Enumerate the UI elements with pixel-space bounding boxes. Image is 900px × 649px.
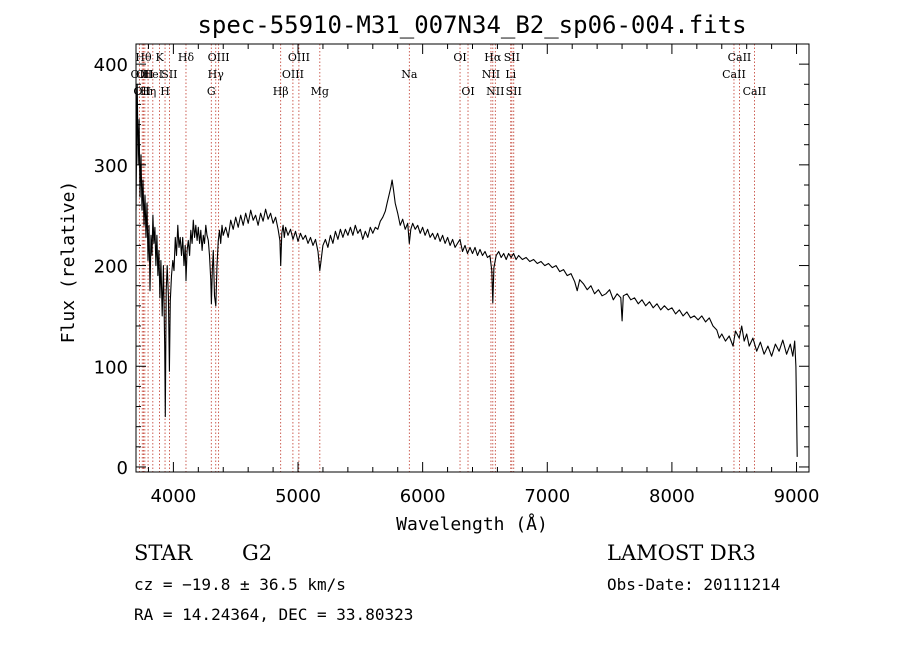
line-label-7: H	[160, 85, 170, 98]
x-tick-label-8000: 8000	[649, 486, 695, 507]
line-label-16: Mg	[311, 85, 329, 98]
y-tick-label-0: 0	[117, 458, 128, 479]
line-label-2: Hθ	[135, 51, 152, 64]
line-label-27: CaII	[728, 51, 752, 64]
line-label-10: G	[207, 85, 216, 98]
survey-label: LAMOST DR3	[607, 541, 756, 565]
line-label-26: CaII	[722, 68, 746, 81]
line-label-11: Hγ	[208, 68, 225, 81]
y-tick-label-100: 100	[94, 357, 128, 378]
line-label-14: OIII	[282, 68, 304, 81]
line-label-20: NII	[482, 68, 500, 81]
line-label-15: OIII	[288, 51, 310, 64]
line-label-25: SII	[506, 85, 522, 98]
class-label: STAR	[134, 541, 193, 565]
y-axis-label: Flux (relative)	[58, 181, 79, 344]
line-label-21: Hα	[484, 51, 502, 64]
line-label-18: OI	[453, 51, 466, 64]
spectral-line-labels: OIIOIIHθOIIHηHeIKHSIIHδGHγOIIIHβOIIIOIII…	[131, 51, 767, 98]
line-label-23: Li	[505, 68, 516, 81]
x-tick-label-7000: 7000	[524, 486, 570, 507]
chart-title: spec-55910-M31_007N34_B2_sp06-004.fits	[197, 11, 746, 39]
line-label-12: OIII	[208, 51, 230, 64]
line-label-3: OII	[136, 68, 154, 81]
x-tick-label-5000: 5000	[275, 486, 321, 507]
line-label-0: OII	[131, 68, 149, 81]
x-tick-label-6000: 6000	[400, 486, 446, 507]
line-label-9: Hδ	[178, 51, 195, 64]
line-label-22: NII	[486, 85, 504, 98]
y-tick-label-200: 200	[94, 257, 128, 278]
coordinates-text: RA = 14.24364, DEC = 33.80323	[134, 605, 413, 624]
y-tick-label-300: 300	[94, 156, 128, 177]
x-tick-label-9000: 9000	[774, 486, 820, 507]
line-label-4: Hη	[140, 85, 156, 98]
line-label-19: OI	[461, 85, 474, 98]
line-label-13: Hβ	[273, 85, 289, 98]
spectral-line-markers	[138, 44, 755, 472]
x-tick-label-4000: 4000	[150, 486, 196, 507]
x-axis-ticks: 4000 5000 6000 7000 8000 9000	[147, 44, 820, 507]
plot-frame	[135, 43, 810, 473]
x-axis-label: Wavelength (Å)	[396, 513, 548, 535]
subclass-label: G2	[242, 541, 272, 565]
line-label-5: HeI	[143, 68, 163, 81]
line-label-8: SII	[161, 68, 177, 81]
line-label-6: K	[155, 51, 164, 64]
line-label-17: Na	[401, 68, 418, 81]
line-label-28: CaII	[743, 85, 767, 98]
line-label-24: SII	[504, 51, 520, 64]
spectrum-line	[135, 83, 798, 457]
velocity-text: cz = −19.8 ± 36.5 km/s	[134, 575, 346, 594]
obs-date-text: Obs-Date: 20111214	[607, 575, 780, 594]
y-axis-ticks: 0 100 200 300 400	[94, 55, 809, 479]
y-tick-label-400: 400	[94, 55, 128, 76]
